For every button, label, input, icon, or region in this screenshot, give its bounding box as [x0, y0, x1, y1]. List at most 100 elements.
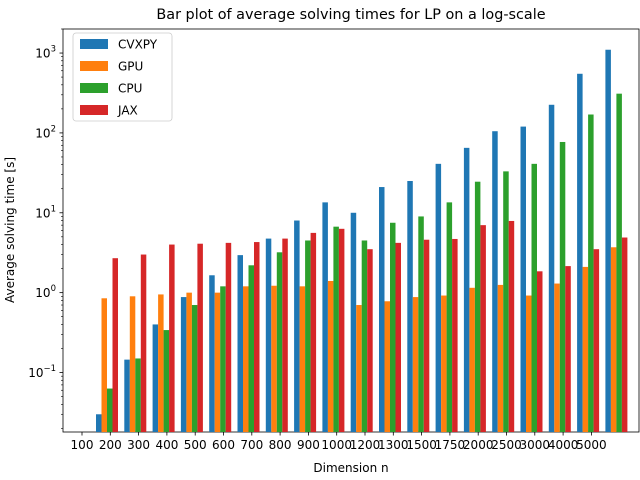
bar-cvxpy-1500 — [435, 163, 442, 432]
bar-cvxpy-700 — [265, 238, 272, 432]
x-axis: 100 200 300 400 500 600 700 800 900 1000120013001… — [71, 432, 607, 452]
bar-cpu-2000 — [503, 171, 509, 432]
bar-cvxpy-3000 — [548, 104, 555, 432]
x-tick-label: 300 — [127, 438, 150, 452]
bar-cpu-300 — [163, 330, 170, 432]
y-tick-label: 102 — [35, 124, 56, 140]
bar-cvxpy-2500 — [520, 126, 526, 432]
bar-jax-800 — [310, 232, 317, 432]
y-tick-label: 10−1 — [28, 364, 56, 380]
bar-cpu-1500 — [446, 202, 453, 432]
x-tick-label: 2500 — [491, 438, 522, 452]
bar-gpu-200 — [129, 296, 136, 432]
bar-cvxpy-5000 — [605, 49, 611, 433]
bar-cpu-400 — [191, 305, 198, 432]
bar-jax-1750 — [480, 225, 486, 432]
bar-cpu-1300 — [418, 216, 424, 432]
legend-swatch-cvxpy — [80, 39, 108, 49]
bar-cpu-1000 — [361, 240, 368, 432]
bar-cpu-1200 — [390, 222, 396, 432]
bar-gpu-700 — [271, 285, 277, 432]
bar-jax-2000 — [508, 220, 515, 432]
bar-cvxpy-400 — [180, 297, 187, 432]
bar-gpu-800 — [299, 286, 306, 432]
x-tick-label: 500 — [184, 438, 207, 452]
y-tick-label: 101 — [35, 204, 56, 220]
x-tick-label: 900 — [297, 438, 320, 452]
bar-jax-1000 — [367, 249, 373, 432]
bar-gpu-500 — [214, 292, 221, 432]
bar-cpu-2500 — [531, 163, 537, 432]
x-tick-label: 5000 — [576, 438, 607, 452]
x-tick-label: 1200 — [350, 438, 381, 452]
bar-gpu-400 — [186, 292, 192, 432]
bar-gpu-2000 — [497, 284, 504, 432]
y-tick-label: 103 — [35, 45, 56, 61]
bar-cvxpy-200 — [124, 359, 130, 432]
bar-gpu-600 — [243, 286, 249, 432]
legend: CVXPY GPU CPU JAX — [72, 32, 173, 122]
bar-cpu-4000 — [588, 114, 594, 432]
x-tick-label: 1500 — [406, 438, 437, 452]
bar-gpu-2500 — [526, 295, 532, 432]
bar-jax-5000 — [621, 237, 628, 432]
bar-jax-200 — [140, 254, 147, 432]
bar-cpu-800 — [305, 240, 311, 432]
bar-cpu-500 — [220, 286, 226, 432]
bar-jax-4000 — [593, 249, 600, 432]
x-tick-label: 3000 — [520, 438, 551, 452]
y-axis: 10−1 100 101 102 103 — [28, 28, 63, 429]
bar-gpu-5000 — [610, 247, 617, 432]
legend-swatch-gpu — [80, 61, 108, 71]
x-axis-label: Dimension n — [313, 461, 388, 475]
bar-cvxpy-500 — [209, 275, 215, 432]
bar-gpu-4000 — [582, 266, 589, 432]
x-tick-label: 200 — [99, 438, 122, 452]
bar-jax-2500 — [537, 271, 543, 432]
bar-gpu-100 — [101, 298, 107, 432]
bar-gpu-900 — [327, 280, 334, 432]
chart-title: Bar plot of average solving times for LP… — [156, 7, 545, 23]
legend-label-cvxpy: CVXPY — [118, 38, 158, 52]
legend-label-gpu: GPU — [118, 60, 143, 74]
bar-cvxpy-1300 — [407, 181, 413, 432]
bar-gpu-1300 — [412, 297, 419, 432]
y-tick-label: 100 — [35, 284, 56, 300]
bar-jax-1300 — [423, 239, 430, 432]
bar-cpu-1750 — [474, 181, 481, 432]
x-tick-label: 100 — [71, 438, 94, 452]
bar-cvxpy-800 — [294, 220, 300, 432]
legend-swatch-cpu — [80, 83, 108, 93]
x-tick-label: 1000 — [321, 438, 352, 452]
x-tick-label: 1300 — [378, 438, 409, 452]
x-tick-label: 4000 — [548, 438, 579, 452]
bar-cvxpy-900 — [322, 202, 328, 432]
bar-gpu-1200 — [384, 301, 390, 432]
bar-cpu-3000 — [559, 141, 566, 433]
bar-jax-400 — [197, 243, 203, 432]
bar-cvxpy-100 — [96, 414, 102, 432]
bar-gpu-300 — [158, 294, 164, 432]
legend-label-cpu: CPU — [118, 82, 142, 96]
x-tick-label: 600 — [212, 438, 235, 452]
bar-jax-300 — [169, 244, 175, 432]
bar-jax-500 — [225, 242, 232, 432]
bar-cvxpy-300 — [152, 324, 159, 432]
legend-frame — [72, 32, 173, 122]
bar-cpu-900 — [333, 226, 339, 432]
bar-cpu-5000 — [616, 93, 622, 433]
bar-jax-3000 — [565, 266, 571, 432]
bar-gpu-3000 — [554, 283, 560, 432]
bar-group — [96, 49, 628, 433]
legend-label-jax: JAX — [117, 104, 138, 118]
x-tick-label: 800 — [269, 438, 292, 452]
bar-jax-700 — [282, 238, 288, 432]
bar-cvxpy-1200 — [379, 187, 385, 432]
bar-gpu-1500 — [441, 295, 447, 432]
bar-cpu-600 — [248, 265, 254, 432]
bar-cvxpy-4000 — [577, 73, 583, 432]
bar-cvxpy-2000 — [492, 131, 498, 432]
bar-cvxpy-1000 — [350, 212, 357, 432]
bar-cpu-100 — [107, 388, 113, 432]
